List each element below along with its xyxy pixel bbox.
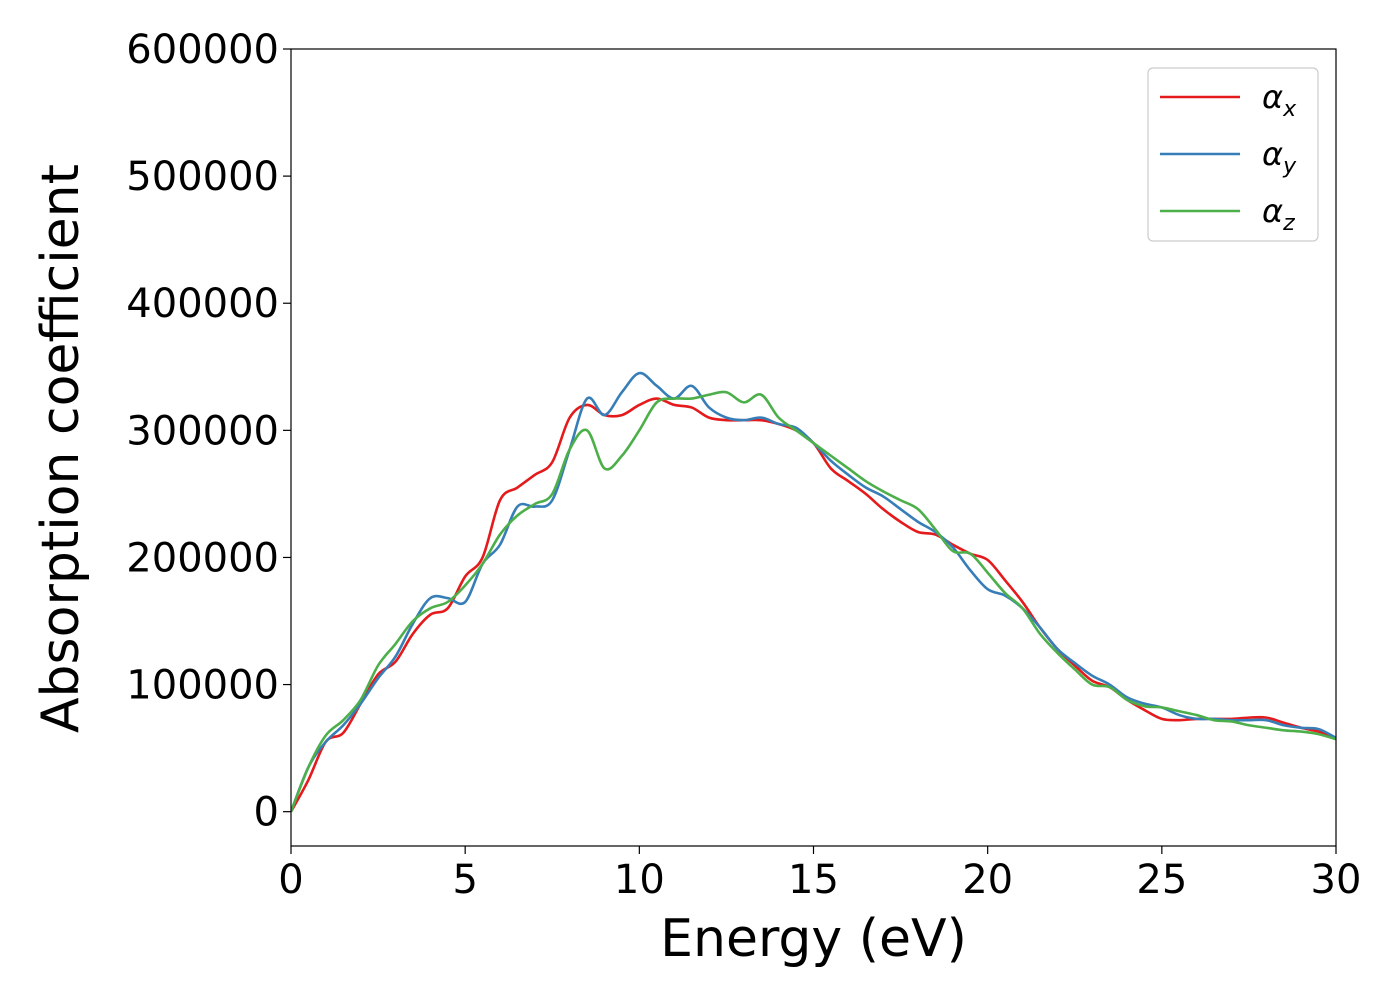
y-axis: 0 100000 200000 300000 400000 500000 600000 [126,27,291,836]
y-axis-title: Absorption coefficient [31,164,91,733]
series-line-y [291,371,1336,813]
legend-label: αx [1262,78,1297,122]
y-tick-label: 600000 [126,27,279,73]
x-tick-label: 10 [614,857,665,903]
legend: αx αy αz [1147,67,1319,242]
legend-label: αy [1262,135,1297,179]
x-tick-label: 0 [278,857,303,903]
series-line-x [291,397,1336,813]
legend-label: αz [1262,192,1295,236]
y-tick-label: 0 [254,790,279,836]
y-tick-label: 500000 [126,154,279,200]
x-tick-label: 20 [962,857,1013,903]
series-line-z [291,390,1336,813]
y-tick-label: 200000 [126,535,279,581]
x-tick-label: 15 [788,857,839,903]
x-tick-label: 25 [1136,857,1187,903]
y-tick-label: 400000 [126,281,279,327]
x-tick-label: 30 [1311,857,1362,903]
y-tick-label: 300000 [126,408,279,454]
x-axis-title: Energy (eV) [660,909,967,969]
x-axis: 0 5 10 15 20 25 30 [278,846,1361,903]
series-layer [291,371,1336,813]
y-tick-label: 100000 [126,663,279,709]
x-tick-label: 5 [452,857,477,903]
